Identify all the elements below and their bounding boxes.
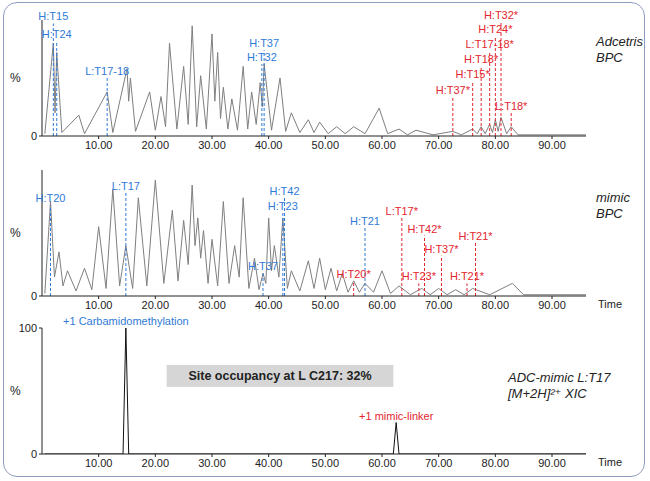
svg-text:L:T18*: L:T18*	[495, 100, 528, 112]
html-text:Time: Time	[598, 456, 622, 468]
svg-text:H:T23: H:T23	[268, 200, 298, 212]
svg-text:80.00: 80.00	[482, 299, 510, 311]
svg-text:H:T42*: H:T42*	[407, 223, 442, 235]
svg-text:0: 0	[31, 448, 37, 460]
svg-text:50.00: 50.00	[312, 139, 340, 151]
svg-text:H:T21*: H:T21*	[458, 230, 493, 242]
svg-text:H:T37*: H:T37*	[436, 84, 471, 96]
svg-text:+1 Carbamidomethylation: +1 Carbamidomethylation	[63, 315, 189, 327]
svg-text:H:T20*: H:T20*	[337, 268, 372, 280]
svg-text:40.00: 40.00	[255, 139, 283, 151]
svg-text:L:T17-18: L:T17-18	[85, 65, 129, 77]
svg-text:10.00: 10.00	[85, 299, 113, 311]
svg-text:90.00: 90.00	[538, 139, 566, 151]
svg-text:H:T21*: H:T21*	[450, 270, 485, 282]
svg-text:H:T37: H:T37	[249, 37, 279, 49]
svg-text:H:T24*: H:T24*	[478, 23, 513, 35]
svg-text:10.00: 10.00	[85, 457, 113, 469]
html-text:Adcetris: Adcetris	[596, 34, 643, 49]
html-text:BPC: BPC	[596, 50, 623, 65]
svg-text:30.00: 30.00	[198, 457, 226, 469]
svg-text:90.00: 90.00	[538, 299, 566, 311]
svg-text:20.00: 20.00	[142, 299, 170, 311]
svg-text:0: 0	[31, 290, 37, 302]
html-text:BPC: BPC	[596, 206, 623, 221]
html-text:Time: Time	[598, 298, 622, 310]
svg-text:H:T42: H:T42	[270, 185, 300, 197]
svg-text:20.00: 20.00	[142, 139, 170, 151]
svg-text:30.00: 30.00	[198, 299, 226, 311]
svg-text:%: %	[10, 71, 21, 85]
svg-text:50.00: 50.00	[312, 457, 340, 469]
svg-text:L:T17: L:T17	[112, 180, 140, 192]
svg-text:H:T21: H:T21	[350, 215, 380, 227]
svg-text:Site occupancy at L C217: 32%: Site occupancy at L C217: 32%	[188, 369, 371, 383]
svg-text:%: %	[10, 384, 21, 398]
svg-text:70.00: 70.00	[425, 457, 453, 469]
svg-text:+1 mimic-linker: +1 mimic-linker	[359, 410, 434, 422]
svg-text:H:T20: H:T20	[36, 192, 66, 204]
svg-text:H:T24: H:T24	[42, 28, 72, 40]
html-text:ADC-mimic L:T17: ADC-mimic L:T17	[508, 370, 611, 385]
svg-text:H:T37*: H:T37*	[424, 243, 459, 255]
svg-text:100: 100	[19, 322, 37, 334]
svg-text:60.00: 60.00	[368, 299, 396, 311]
svg-text:20.00: 20.00	[142, 457, 170, 469]
svg-text:10.00: 10.00	[85, 139, 113, 151]
svg-text:40.00: 40.00	[255, 457, 283, 469]
svg-text:80.00: 80.00	[482, 457, 510, 469]
svg-text:H:T23*: H:T23*	[402, 270, 437, 282]
svg-text:H:T37: H:T37	[248, 260, 278, 272]
svg-text:40.00: 40.00	[255, 299, 283, 311]
svg-text:90.00: 90.00	[538, 457, 566, 469]
svg-text:H:T32: H:T32	[247, 51, 277, 63]
svg-text:60.00: 60.00	[368, 457, 396, 469]
svg-text:H:T32*: H:T32*	[484, 9, 519, 21]
svg-text:80.00: 80.00	[482, 139, 510, 151]
svg-text:H:T18*: H:T18*	[464, 53, 499, 65]
svg-text:L:T17-18*: L:T17-18*	[466, 38, 515, 50]
svg-text:50.00: 50.00	[312, 299, 340, 311]
svg-text:H:T15*: H:T15*	[456, 68, 491, 80]
html-text:[M+2H]²⁺ XIC: [M+2H]²⁺ XIC	[508, 386, 587, 401]
svg-text:60.00: 60.00	[368, 139, 396, 151]
svg-text:H:T15: H:T15	[38, 10, 68, 22]
svg-text:L:T17*: L:T17*	[386, 205, 419, 217]
svg-text:70.00: 70.00	[425, 139, 453, 151]
html-text:mimic: mimic	[596, 190, 630, 205]
svg-text:70.00: 70.00	[425, 299, 453, 311]
svg-text:30.00: 30.00	[198, 139, 226, 151]
svg-text:0: 0	[31, 130, 37, 142]
svg-text:%: %	[10, 226, 21, 240]
